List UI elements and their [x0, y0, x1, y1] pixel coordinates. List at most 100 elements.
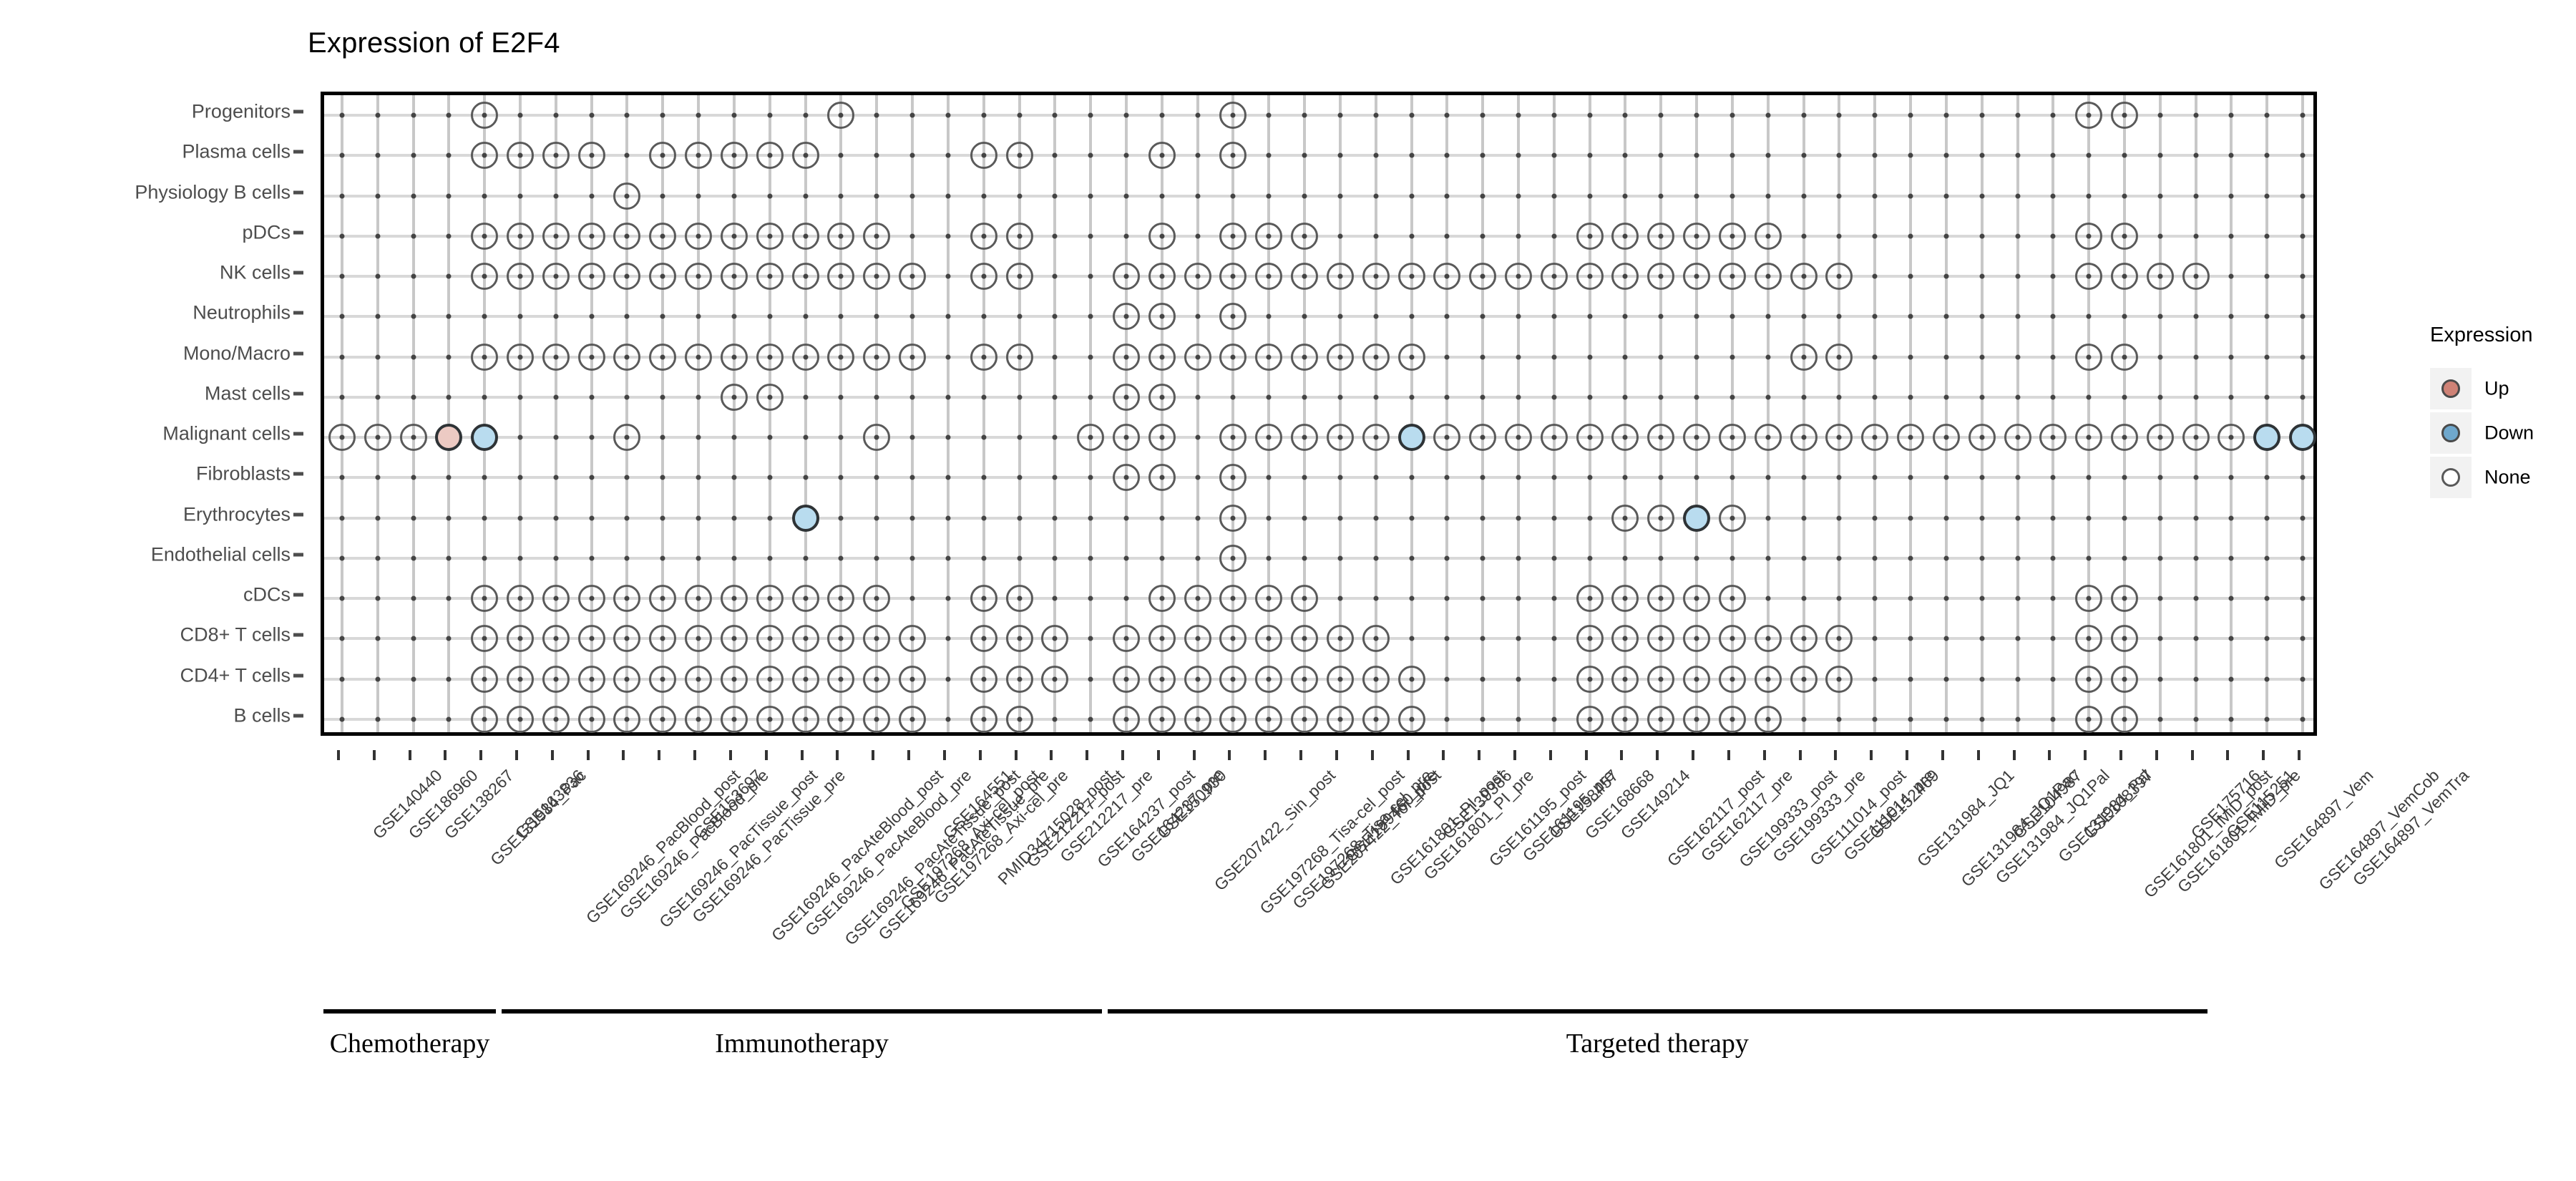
expression-dot[interactable]	[1718, 222, 1746, 250]
expression-dot[interactable]	[2075, 705, 2103, 733]
expression-dot[interactable]	[1825, 263, 1853, 291]
expression-dot[interactable]	[1469, 263, 1497, 291]
expression-dot[interactable]	[471, 343, 499, 371]
expression-dot[interactable]	[791, 343, 819, 371]
expression-dot[interactable]	[1647, 263, 1675, 291]
expression-dot[interactable]	[1291, 424, 1319, 452]
expression-dot[interactable]	[1754, 665, 1782, 693]
expression-dot[interactable]	[756, 705, 784, 733]
expression-dot[interactable]	[1718, 424, 1746, 452]
expression-dot[interactable]	[1397, 705, 1425, 733]
expression-dot[interactable]	[1291, 343, 1319, 371]
expression-dot[interactable]	[542, 585, 570, 613]
expression-dot[interactable]	[970, 263, 997, 291]
expression-dot[interactable]	[1576, 222, 1604, 250]
expression-dot[interactable]	[1576, 585, 1604, 613]
expression-dot[interactable]	[1219, 303, 1247, 331]
expression-dot[interactable]	[1469, 424, 1497, 452]
expression-dot[interactable]	[649, 625, 677, 653]
expression-dot[interactable]	[2146, 424, 2174, 452]
expression-dot[interactable]	[1397, 665, 1425, 693]
expression-dot[interactable]	[577, 142, 605, 170]
expression-dot[interactable]	[1219, 263, 1247, 291]
expression-dot[interactable]	[1219, 665, 1247, 693]
expression-dot[interactable]	[1219, 544, 1247, 572]
expression-dot[interactable]	[791, 222, 819, 250]
expression-dot[interactable]	[791, 705, 819, 733]
expression-dot[interactable]	[1362, 705, 1390, 733]
expression-dot[interactable]	[1112, 705, 1140, 733]
expression-dot[interactable]	[899, 665, 927, 693]
expression-dot[interactable]	[471, 665, 499, 693]
expression-dot[interactable]	[720, 222, 748, 250]
expression-dot[interactable]	[1576, 665, 1604, 693]
expression-dot[interactable]	[970, 705, 997, 733]
expression-dot[interactable]	[1611, 585, 1639, 613]
expression-dot[interactable]	[1611, 263, 1639, 291]
expression-dot[interactable]	[1647, 665, 1675, 693]
expression-dot[interactable]	[1148, 705, 1176, 733]
expression-dot[interactable]	[2039, 424, 2067, 452]
expression-dot[interactable]	[756, 142, 784, 170]
expression-dot[interactable]	[1148, 383, 1176, 411]
expression-dot[interactable]	[1255, 343, 1283, 371]
expression-dot[interactable]	[1505, 424, 1533, 452]
expression-dot[interactable]	[2110, 102, 2138, 130]
expression-dot[interactable]	[577, 665, 605, 693]
expression-dot[interactable]	[1219, 102, 1247, 130]
expression-dot[interactable]	[720, 142, 748, 170]
expression-dot[interactable]	[1148, 303, 1176, 331]
expression-dot[interactable]	[970, 585, 997, 613]
expression-dot[interactable]	[1148, 263, 1176, 291]
expression-dot[interactable]	[720, 705, 748, 733]
expression-dot[interactable]	[1932, 424, 1960, 452]
expression-dot[interactable]	[863, 625, 891, 653]
expression-dot[interactable]	[471, 585, 499, 613]
expression-dot[interactable]	[1362, 625, 1390, 653]
expression-dot[interactable]	[791, 585, 819, 613]
expression-dot[interactable]	[1540, 263, 1568, 291]
expression-dot[interactable]	[1219, 222, 1247, 250]
expression-dot[interactable]	[720, 665, 748, 693]
expression-dot[interactable]	[1219, 625, 1247, 653]
expression-dot[interactable]	[1683, 222, 1711, 250]
expression-dot[interactable]	[2075, 102, 2103, 130]
expression-dot[interactable]	[1148, 343, 1176, 371]
expression-dot[interactable]	[649, 585, 677, 613]
expression-dot[interactable]	[1611, 705, 1639, 733]
expression-dot[interactable]	[1326, 705, 1354, 733]
expression-dot[interactable]	[1255, 705, 1283, 733]
expression-dot[interactable]	[756, 263, 784, 291]
expression-dot[interactable]	[1219, 424, 1247, 452]
expression-dot[interactable]	[1576, 424, 1604, 452]
expression-dot[interactable]	[613, 424, 641, 452]
expression-dot[interactable]	[970, 665, 997, 693]
expression-dot[interactable]	[685, 343, 713, 371]
expression-dot[interactable]	[1219, 142, 1247, 170]
expression-dot[interactable]	[471, 222, 499, 250]
expression-dot[interactable]	[2075, 665, 2103, 693]
expression-dot[interactable]	[1647, 222, 1675, 250]
expression-dot[interactable]	[649, 705, 677, 733]
expression-dot[interactable]	[1005, 585, 1033, 613]
expression-dot[interactable]	[1611, 424, 1639, 452]
expression-dot[interactable]	[399, 424, 427, 452]
expression-dot[interactable]	[720, 625, 748, 653]
expression-dot[interactable]	[720, 585, 748, 613]
expression-dot[interactable]	[1683, 625, 1711, 653]
expression-dot[interactable]	[756, 383, 784, 411]
expression-dot[interactable]	[1754, 705, 1782, 733]
expression-dot[interactable]	[1576, 705, 1604, 733]
expression-dot[interactable]	[1255, 665, 1283, 693]
expression-dot[interactable]	[1148, 585, 1176, 613]
expression-dot[interactable]	[1291, 585, 1319, 613]
expression-dot[interactable]	[1647, 424, 1675, 452]
expression-dot[interactable]	[1291, 665, 1319, 693]
expression-dot[interactable]	[1790, 665, 1818, 693]
expression-dot[interactable]	[1148, 142, 1176, 170]
expression-dot[interactable]	[1291, 222, 1319, 250]
expression-dot[interactable]	[685, 142, 713, 170]
expression-dot[interactable]	[1754, 263, 1782, 291]
expression-dot[interactable]	[1291, 625, 1319, 653]
expression-dot[interactable]	[1790, 424, 1818, 452]
